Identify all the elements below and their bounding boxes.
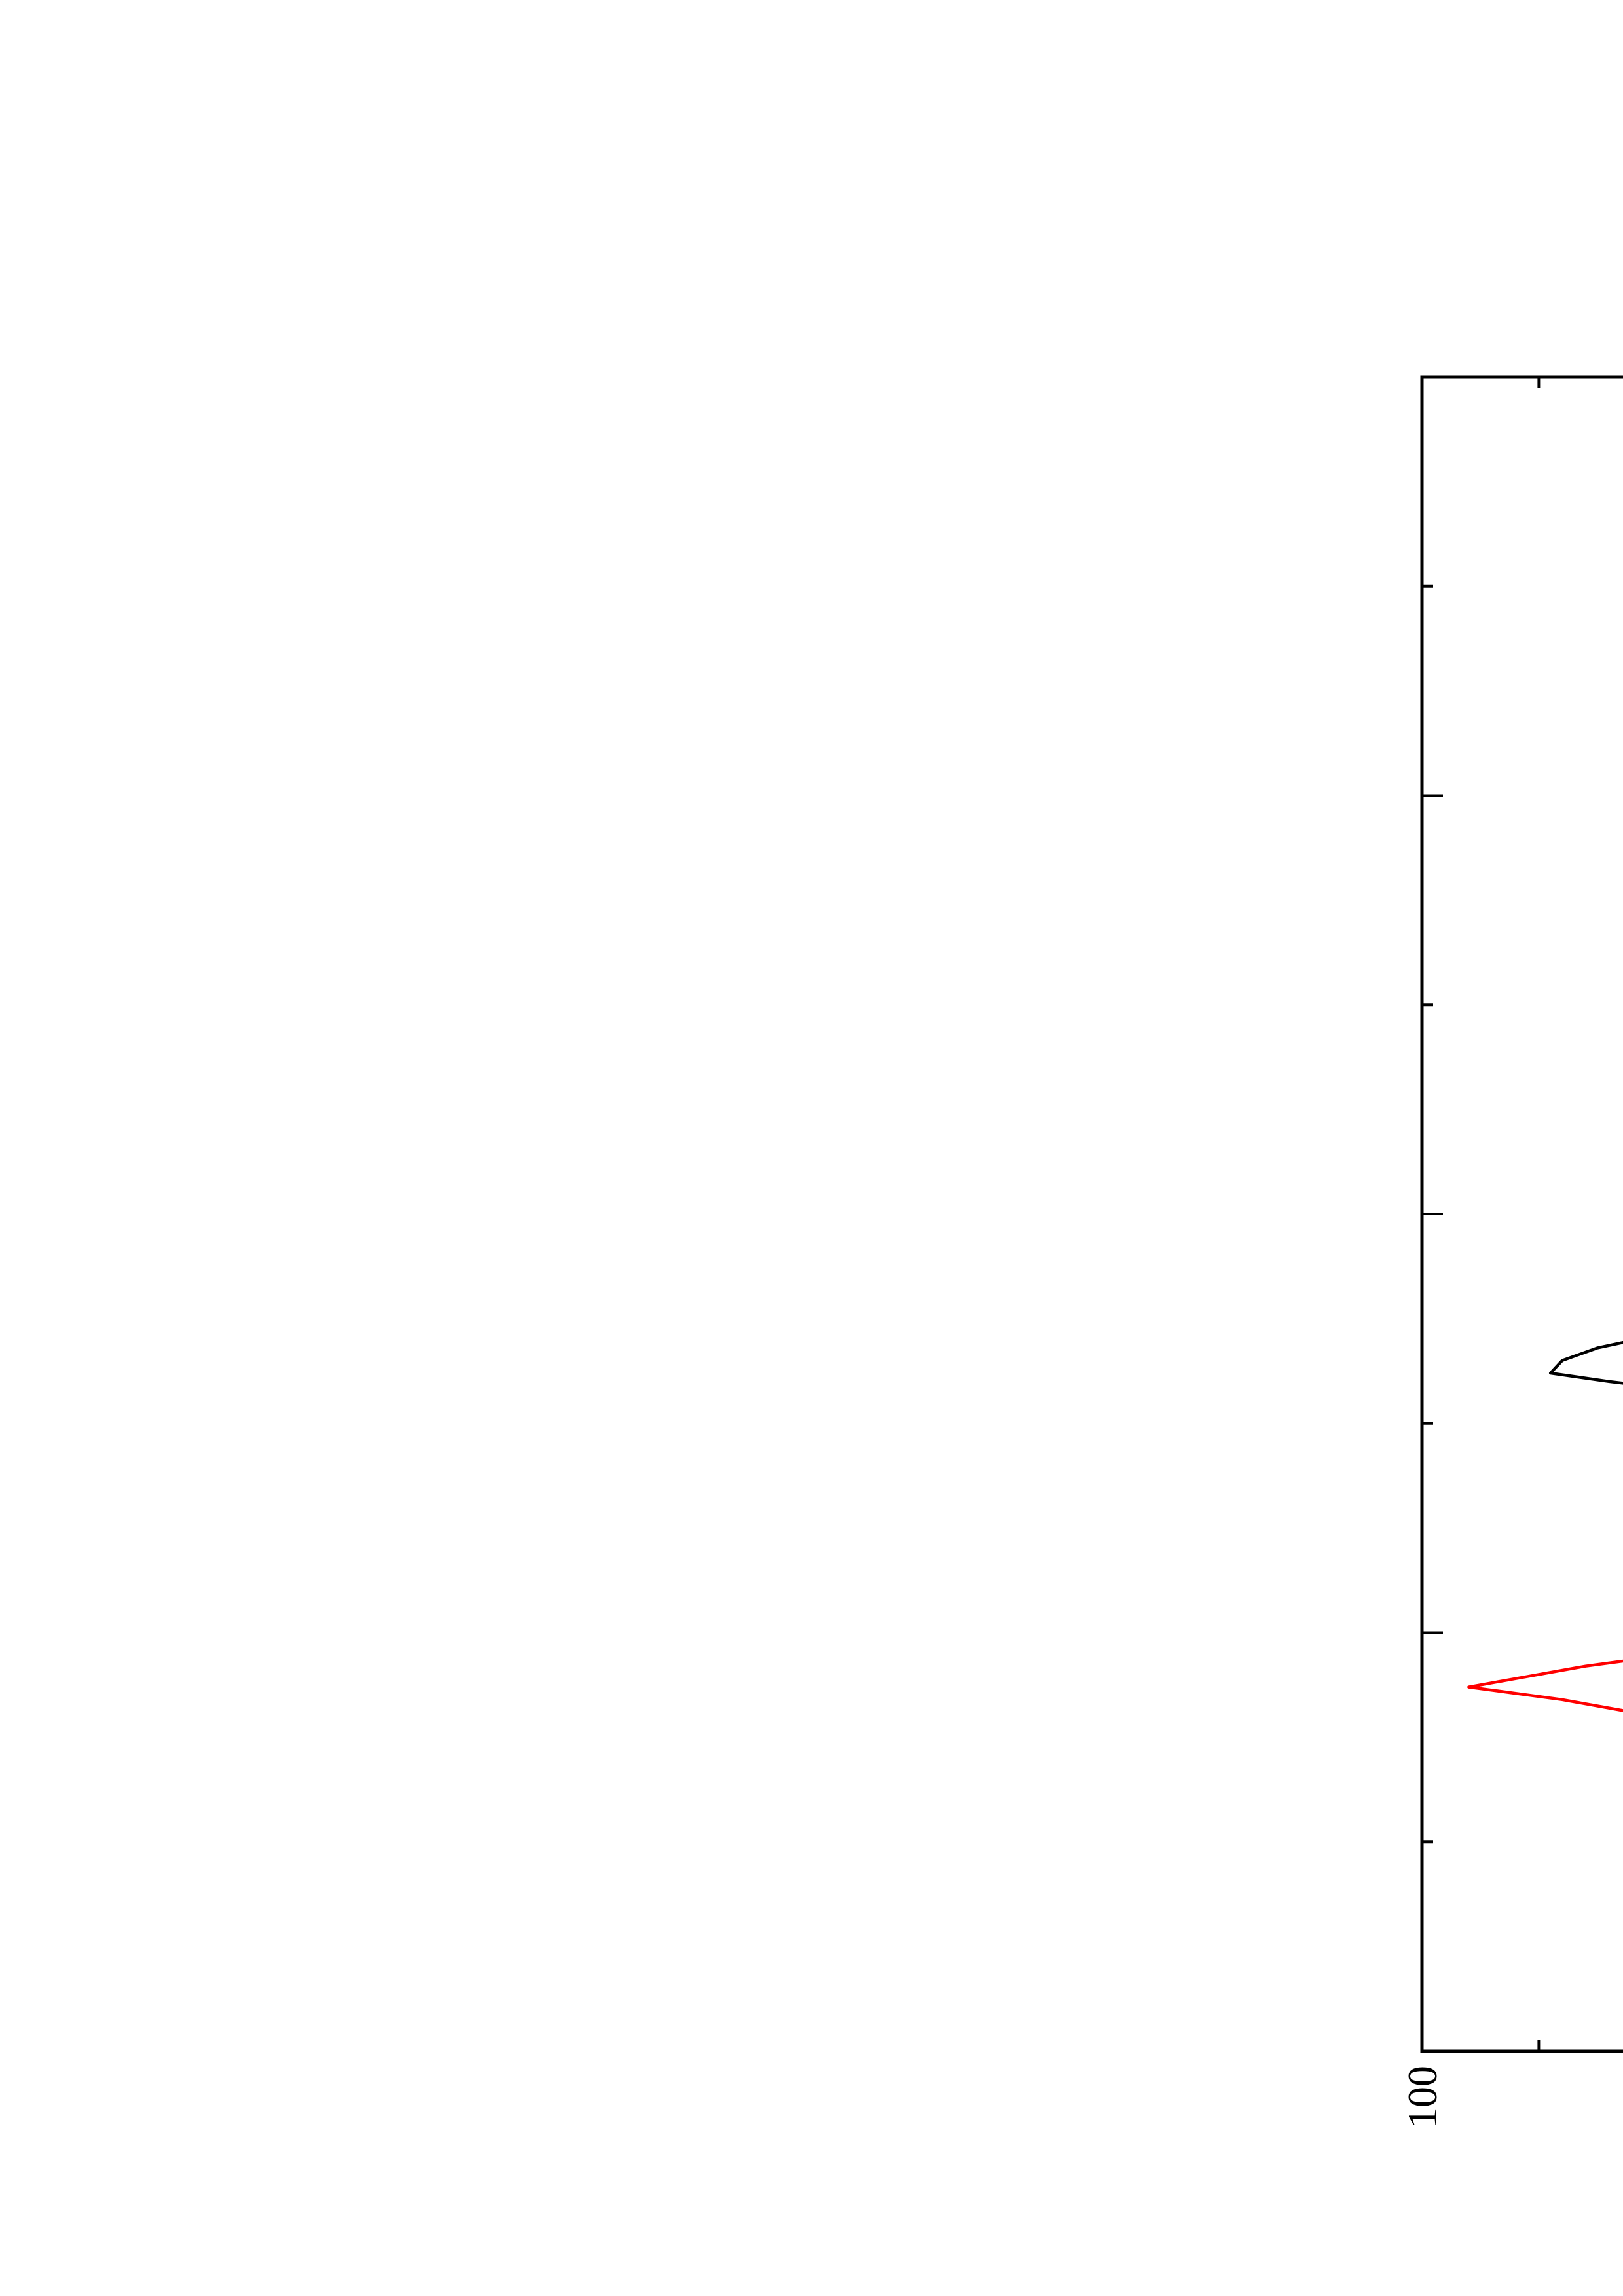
series-line-2 — [1467, 1179, 1623, 2053]
series-line-1 — [1548, 1176, 1623, 2053]
tick-layer — [1421, 376, 1541, 2053]
plot-frame — [1420, 375, 1623, 2053]
y-tick-label: 100 — [1399, 2066, 1446, 2128]
tick-label-layer: 0500100015002000020406080100 — [1399, 2066, 1446, 2128]
plot-area: 0500100015002000020406080100 — [1399, 375, 1623, 2128]
series-layer — [1467, 1176, 1623, 2053]
